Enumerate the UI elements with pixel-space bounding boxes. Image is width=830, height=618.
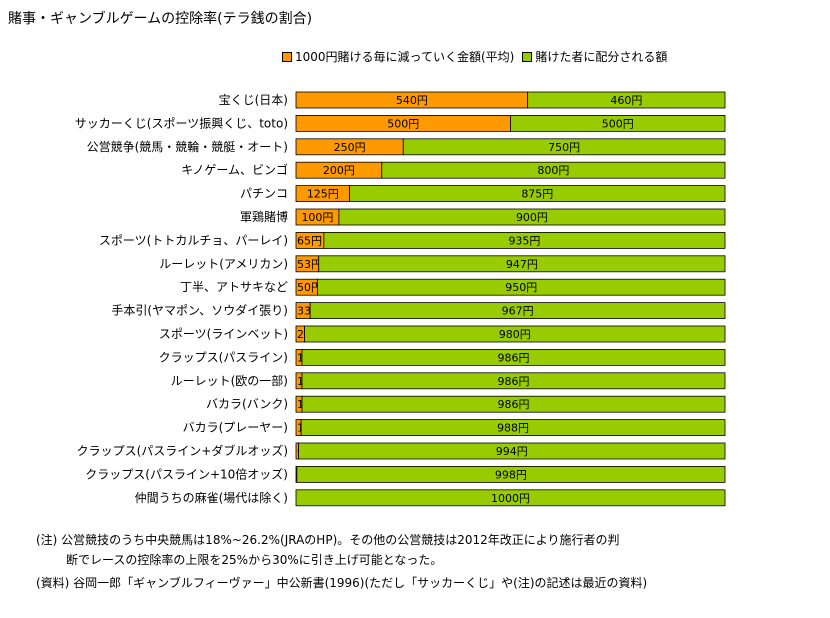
legend-swatch-loss bbox=[282, 51, 292, 62]
source-note: (資料) 谷岡一郎「ギャンブルフィーヴァー」中公新書(1996)(ただし「サッカ… bbox=[36, 576, 648, 590]
category-label: クラップス(パスライン+10倍オッズ) bbox=[85, 466, 288, 481]
data-label-payout: 875円 bbox=[521, 188, 553, 201]
data-label-payout: 986円 bbox=[498, 375, 530, 388]
data-label-payout: 935円 bbox=[508, 234, 540, 247]
category-label: スポーツ(トトカルチョ、パーレイ) bbox=[99, 233, 288, 247]
bar-segment-payout bbox=[318, 255, 726, 273]
bar-segment-payout bbox=[301, 348, 726, 366]
data-label-payout: 460円 bbox=[610, 94, 642, 107]
category-label: 軍鶏賭博 bbox=[240, 209, 288, 224]
note-line-2: 断でレースの控除率の上限を25%から30%に引き上げ可能となった。 bbox=[66, 553, 443, 567]
bar-segment-payout bbox=[301, 372, 726, 390]
bar-segment-payout bbox=[510, 115, 726, 132]
data-label-payout: 750円 bbox=[548, 141, 580, 154]
bar-segment-payout bbox=[527, 91, 726, 109]
bar-segment-payout bbox=[309, 302, 726, 320]
data-label-loss: 250円 bbox=[334, 141, 366, 154]
category-label: 宝くじ(日本) bbox=[219, 93, 288, 107]
data-label-payout: 994円 bbox=[496, 445, 528, 458]
legend-item-loss: 1000円賭ける毎に減っていく金額(平均) bbox=[282, 48, 514, 65]
legend-label-loss: 1000円賭ける毎に減っていく金額(平均) bbox=[295, 50, 515, 64]
data-label-loss: 540円 bbox=[396, 94, 428, 107]
chart-title: 賭事・ギャンブルゲームの控除率(テラ銭の割合) bbox=[8, 11, 313, 27]
bar-segment-payout bbox=[296, 465, 726, 483]
category-label: クラップス(パスライン+ダブルオッズ) bbox=[77, 443, 288, 458]
bar-segment-payout bbox=[349, 185, 726, 203]
data-label-payout: 998円 bbox=[495, 468, 527, 481]
data-label-payout: 988円 bbox=[497, 422, 529, 435]
data-label-payout: 900円 bbox=[516, 211, 548, 224]
data-label-payout: 947円 bbox=[506, 258, 538, 271]
category-label: バカラ(バンク) bbox=[206, 397, 288, 411]
category-label: パチンコ bbox=[240, 187, 288, 201]
bar-segment-payout bbox=[317, 278, 726, 296]
data-label-loss: 100円 bbox=[301, 211, 333, 224]
legend: 1000円賭ける毎に減っていく金額(平均) 賭けた者に配分される額 bbox=[282, 48, 675, 65]
category-label: 公営競争(競馬・競輪・競艇・オート) bbox=[87, 139, 288, 154]
bar-segment-payout bbox=[295, 489, 726, 507]
data-label-loss: 125円 bbox=[307, 188, 339, 201]
category-label: サッカーくじ(スポーツ振興くじ、toto) bbox=[75, 116, 288, 130]
data-label-payout: 950円 bbox=[505, 281, 537, 294]
category-label: 手本引(ヤマポン、ソウダイ張り) bbox=[111, 303, 288, 318]
bar-segment-payout bbox=[381, 161, 726, 179]
category-label: キノゲーム、ビンゴ bbox=[181, 162, 288, 177]
category-label: 丁半、アトサキなど bbox=[180, 280, 288, 294]
note-line-1: (注) 公営競技のうち中央競馬は18%~26.2%(JRAのHP)。その他の公営… bbox=[36, 533, 620, 547]
data-label-payout: 980円 bbox=[499, 328, 531, 341]
category-label: ルーレット(アメリカン) bbox=[159, 257, 288, 271]
bar-segment-payout bbox=[301, 395, 726, 413]
data-label-payout: 800円 bbox=[537, 164, 569, 177]
category-label: 仲間うちの麻雀(場代は除く) bbox=[135, 490, 288, 505]
category-label: バカラ(プレーヤー) bbox=[183, 421, 288, 435]
bar-segment-payout bbox=[304, 325, 726, 343]
data-label-loss: 500円 bbox=[387, 117, 419, 130]
data-label-loss: 50円 bbox=[297, 281, 322, 294]
legend-swatch-payout bbox=[522, 51, 533, 62]
data-label-loss: 65円 bbox=[297, 234, 322, 247]
bar-segment-payout bbox=[323, 231, 726, 249]
legend-label-payout: 賭けた者に配分される額 bbox=[535, 50, 668, 64]
category-label: ルーレット(欧の一部) bbox=[171, 373, 288, 388]
category-label: スポーツ(ラインベット) bbox=[159, 327, 288, 341]
data-label-payout: 986円 bbox=[498, 398, 530, 411]
data-label-payout: 1000円 bbox=[491, 492, 530, 505]
category-label: クラップス(パスライン) bbox=[159, 350, 288, 364]
legend-item-payout: 賭けた者に配分される額 bbox=[522, 48, 667, 65]
bar-segment-payout bbox=[300, 419, 726, 437]
data-label-payout: 986円 bbox=[498, 351, 530, 364]
bar-segment-payout bbox=[402, 138, 726, 156]
data-label-payout: 500円 bbox=[602, 117, 634, 130]
data-label-loss: 53円 bbox=[297, 258, 322, 271]
data-label-payout: 967円 bbox=[502, 305, 534, 318]
bar-segment-payout bbox=[298, 442, 726, 460]
data-label-loss: 200円 bbox=[323, 164, 355, 177]
bar-segment-payout bbox=[338, 208, 726, 226]
